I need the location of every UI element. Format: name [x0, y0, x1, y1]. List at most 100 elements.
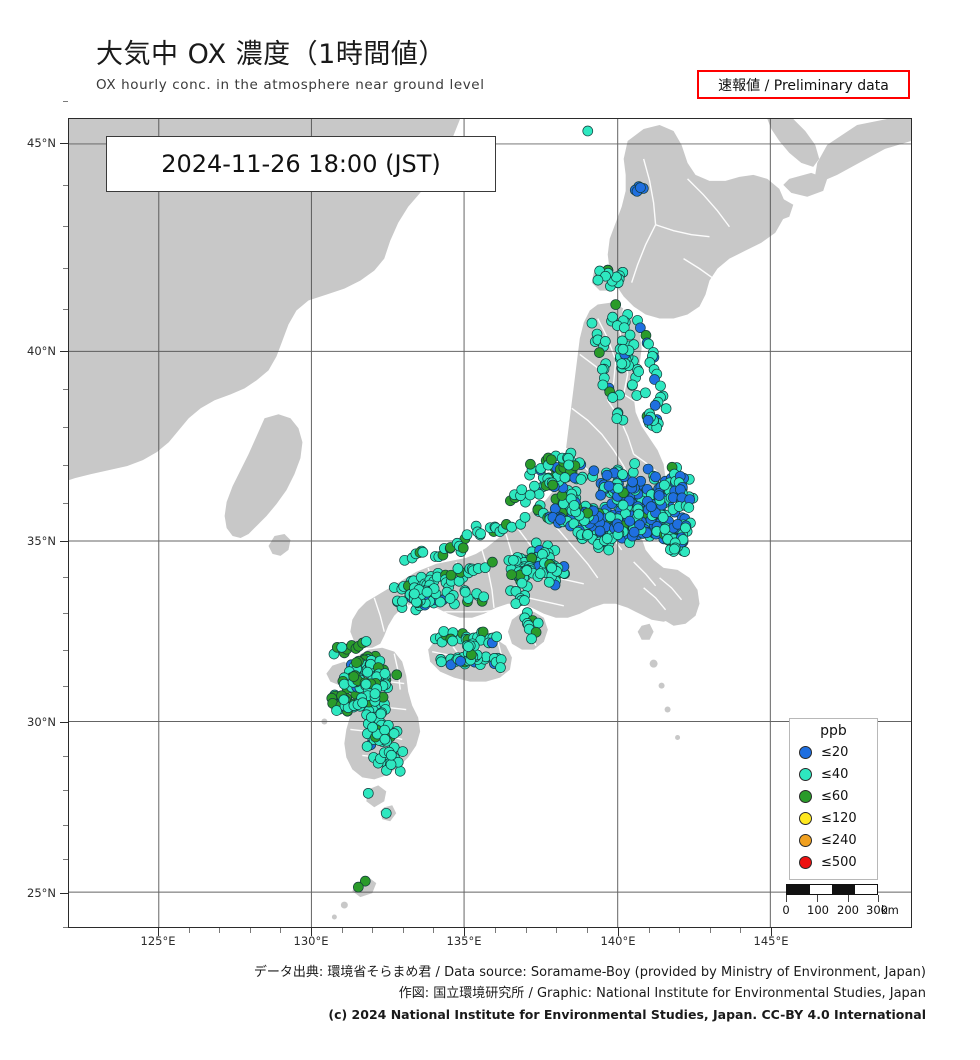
- station-marker[interactable]: [592, 274, 604, 286]
- station-marker[interactable]: [650, 471, 661, 483]
- station-marker[interactable]: [491, 631, 503, 643]
- station-marker[interactable]: [597, 379, 609, 391]
- station-marker[interactable]: [555, 514, 566, 525]
- station-marker[interactable]: [594, 347, 605, 358]
- station-marker[interactable]: [516, 577, 528, 589]
- station-marker[interactable]: [438, 626, 450, 637]
- station-marker[interactable]: [331, 705, 342, 716]
- station-marker[interactable]: [586, 317, 598, 329]
- station-marker[interactable]: [546, 562, 557, 574]
- station-marker[interactable]: [604, 511, 616, 523]
- station-marker[interactable]: [627, 466, 639, 478]
- station-marker[interactable]: [519, 511, 531, 523]
- station-marker[interactable]: [385, 749, 397, 761]
- station-marker[interactable]: [596, 364, 608, 375]
- station-marker[interactable]: [610, 299, 622, 310]
- station-marker[interactable]: [568, 500, 580, 511]
- station-marker[interactable]: [624, 329, 636, 341]
- station-marker[interactable]: [582, 125, 594, 137]
- station-marker[interactable]: [537, 548, 548, 560]
- station-marker[interactable]: [359, 875, 371, 887]
- station-marker[interactable]: [447, 635, 458, 647]
- station-marker[interactable]: [594, 525, 606, 537]
- station-marker[interactable]: [627, 476, 638, 488]
- station-marker[interactable]: [453, 575, 465, 587]
- station-marker[interactable]: [479, 562, 491, 574]
- station-marker[interactable]: [362, 666, 373, 678]
- station-marker[interactable]: [534, 568, 546, 579]
- station-marker[interactable]: [463, 641, 474, 652]
- station-marker[interactable]: [361, 741, 373, 752]
- station-marker[interactable]: [352, 881, 364, 893]
- station-marker[interactable]: [360, 678, 372, 690]
- station-marker[interactable]: [478, 591, 490, 603]
- station-marker[interactable]: [635, 322, 646, 334]
- station-marker[interactable]: [669, 543, 680, 555]
- station-marker[interactable]: [624, 515, 636, 527]
- station-marker[interactable]: [367, 721, 378, 733]
- station-marker[interactable]: [445, 569, 457, 581]
- station-marker[interactable]: [336, 642, 348, 653]
- station-marker[interactable]: [388, 728, 400, 739]
- station-marker[interactable]: [487, 556, 498, 568]
- station-marker[interactable]: [595, 489, 606, 501]
- station-marker[interactable]: [659, 479, 670, 491]
- station-marker[interactable]: [543, 576, 555, 588]
- station-marker[interactable]: [633, 508, 644, 520]
- station-marker[interactable]: [611, 413, 623, 424]
- station-marker[interactable]: [338, 694, 350, 706]
- station-marker[interactable]: [445, 659, 457, 671]
- station-marker[interactable]: [660, 403, 672, 414]
- station-marker[interactable]: [642, 414, 654, 426]
- station-marker-layer[interactable]: [326, 125, 699, 893]
- station-marker[interactable]: [659, 523, 671, 535]
- station-marker[interactable]: [396, 596, 408, 607]
- station-marker[interactable]: [357, 697, 368, 709]
- station-marker[interactable]: [643, 338, 654, 350]
- station-marker[interactable]: [655, 380, 666, 392]
- station-marker[interactable]: [603, 480, 615, 492]
- station-marker[interactable]: [649, 400, 661, 411]
- station-marker[interactable]: [385, 759, 397, 770]
- station-marker[interactable]: [635, 182, 646, 193]
- station-marker[interactable]: [612, 482, 624, 494]
- station-marker[interactable]: [457, 542, 469, 554]
- station-marker[interactable]: [601, 469, 613, 481]
- station-marker[interactable]: [563, 459, 575, 471]
- station-marker[interactable]: [452, 563, 464, 574]
- station-marker[interactable]: [607, 392, 619, 403]
- station-marker[interactable]: [526, 633, 537, 645]
- station-marker[interactable]: [633, 366, 644, 377]
- station-marker[interactable]: [613, 522, 624, 533]
- station-marker[interactable]: [397, 746, 409, 757]
- station-marker[interactable]: [657, 512, 669, 523]
- station-marker[interactable]: [366, 711, 377, 723]
- station-marker[interactable]: [525, 458, 536, 470]
- station-marker[interactable]: [351, 657, 362, 668]
- station-marker[interactable]: [645, 501, 657, 512]
- station-marker[interactable]: [391, 669, 403, 681]
- station-marker[interactable]: [506, 569, 517, 581]
- station-marker[interactable]: [360, 636, 372, 647]
- station-marker[interactable]: [516, 484, 528, 496]
- station-marker[interactable]: [348, 671, 360, 682]
- station-marker[interactable]: [369, 688, 381, 700]
- station-marker[interactable]: [459, 586, 471, 598]
- station-marker[interactable]: [680, 522, 691, 534]
- station-marker[interactable]: [409, 588, 420, 600]
- station-marker[interactable]: [506, 521, 517, 533]
- station-marker[interactable]: [546, 454, 557, 466]
- station-marker[interactable]: [640, 387, 651, 399]
- station-marker[interactable]: [575, 474, 587, 485]
- station-marker[interactable]: [547, 479, 559, 491]
- station-marker[interactable]: [380, 807, 392, 819]
- station-marker[interactable]: [519, 595, 530, 606]
- station-marker[interactable]: [683, 502, 695, 513]
- station-marker[interactable]: [375, 708, 387, 720]
- station-marker[interactable]: [455, 655, 466, 667]
- station-marker[interactable]: [603, 544, 615, 556]
- map-plot-area[interactable]: [68, 118, 912, 928]
- station-marker[interactable]: [617, 343, 629, 355]
- station-marker[interactable]: [629, 458, 640, 469]
- map-canvas[interactable]: [69, 119, 911, 927]
